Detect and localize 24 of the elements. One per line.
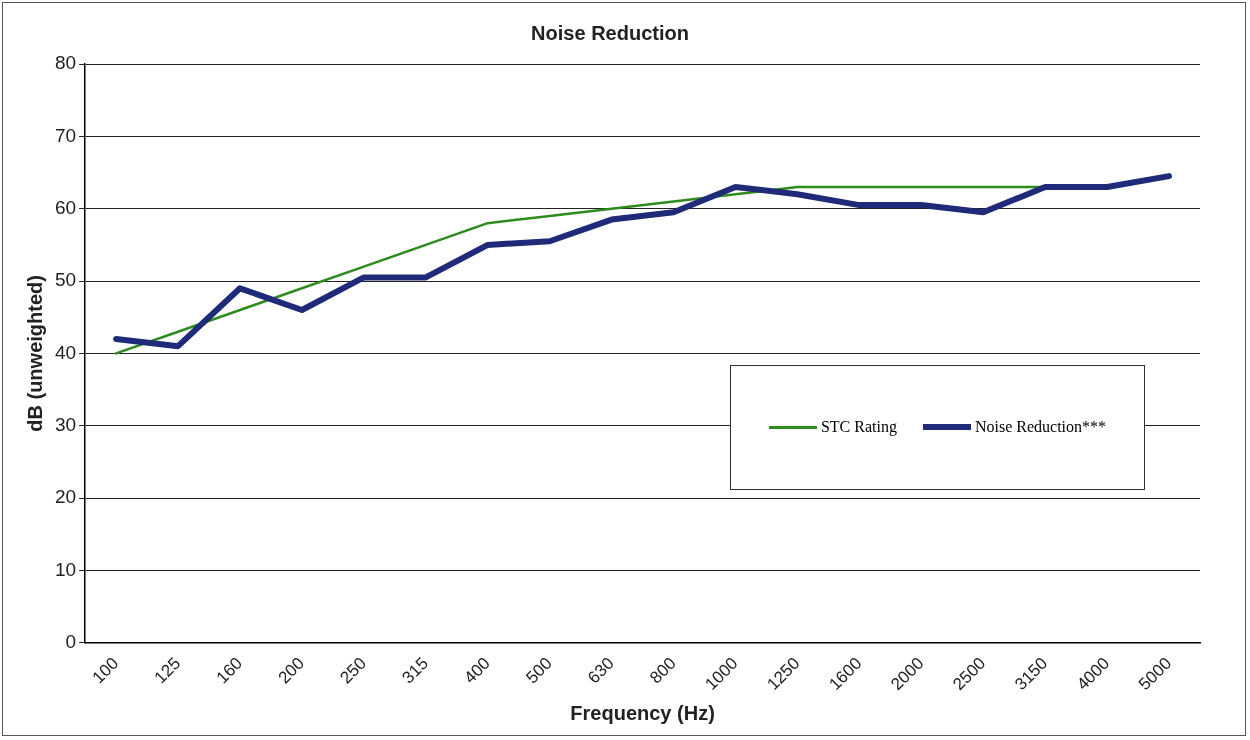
y-tick-label: 50	[54, 269, 77, 291]
legend-label: Noise Reduction***	[974, 418, 1107, 437]
x-tick-label: 250	[336, 653, 370, 688]
x-tick-label: 160	[212, 653, 247, 688]
x-tick-label: 500	[522, 653, 556, 688]
y-tick-label: 80	[54, 52, 77, 74]
y-tick-label: 0	[65, 631, 77, 653]
x-axis-title: Frequency (Hz)	[570, 701, 715, 724]
x-tick-label: 100	[88, 653, 123, 688]
legend-label: STC Rating	[820, 418, 897, 437]
x-tick-label: 200	[274, 653, 309, 688]
x-tick-label: 630	[584, 653, 618, 688]
y-tick-label: 10	[54, 558, 77, 580]
x-tick-label: 315	[398, 653, 432, 688]
y-tick-label: 70	[54, 124, 77, 146]
y-tick-label: 40	[54, 341, 77, 363]
y-tick-label: 20	[54, 486, 77, 508]
y-tick-label: 30	[54, 414, 77, 436]
x-tick-label: 400	[460, 653, 494, 688]
x-tick-label: 800	[646, 653, 680, 688]
chart-title: Noise Reduction	[531, 21, 689, 44]
y-tick-label: 60	[54, 196, 77, 218]
x-tick-label: 125	[150, 653, 185, 688]
y-axis-title: dB (unweighted)	[23, 275, 46, 432]
